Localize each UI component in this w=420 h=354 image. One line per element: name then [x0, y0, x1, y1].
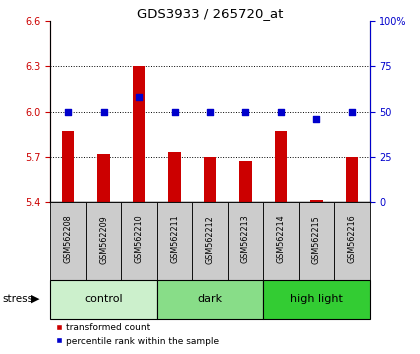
Point — [207, 109, 213, 114]
Bar — [157, 280, 263, 319]
Bar — [228, 202, 263, 280]
Text: ▶: ▶ — [31, 294, 39, 304]
Text: GSM562209: GSM562209 — [99, 215, 108, 263]
Point — [313, 116, 320, 121]
Bar — [86, 202, 121, 280]
Bar — [157, 202, 192, 280]
Bar — [168, 152, 181, 202]
Point — [171, 109, 178, 114]
Text: high light: high light — [290, 294, 343, 304]
Bar — [263, 202, 299, 280]
Text: GSM562208: GSM562208 — [64, 215, 73, 263]
Bar — [263, 280, 370, 319]
Bar — [239, 161, 252, 202]
Bar — [192, 202, 228, 280]
Point — [136, 94, 142, 100]
Bar — [97, 154, 110, 202]
Point — [349, 109, 355, 114]
Bar — [50, 202, 86, 280]
Bar — [334, 202, 370, 280]
Title: GDS3933 / 265720_at: GDS3933 / 265720_at — [137, 7, 283, 20]
Bar — [133, 67, 145, 202]
Text: GSM562211: GSM562211 — [170, 215, 179, 263]
Legend: transformed count, percentile rank within the sample: transformed count, percentile rank withi… — [55, 323, 219, 346]
Point — [278, 109, 284, 114]
Text: dark: dark — [197, 294, 223, 304]
Text: GSM562216: GSM562216 — [347, 215, 356, 263]
Bar — [62, 131, 74, 202]
Text: GSM562212: GSM562212 — [205, 215, 215, 263]
Point — [242, 109, 249, 114]
Text: control: control — [84, 294, 123, 304]
Bar — [121, 202, 157, 280]
Bar — [310, 200, 323, 202]
Point — [65, 109, 71, 114]
Bar — [50, 280, 157, 319]
Point — [100, 109, 107, 114]
Text: GSM562214: GSM562214 — [276, 215, 286, 263]
Text: GSM562215: GSM562215 — [312, 215, 321, 263]
Bar — [275, 131, 287, 202]
Text: GSM562210: GSM562210 — [134, 215, 144, 263]
Text: GSM562213: GSM562213 — [241, 215, 250, 263]
Bar — [299, 202, 334, 280]
Bar — [346, 156, 358, 202]
Text: stress: stress — [2, 294, 33, 304]
Bar — [204, 156, 216, 202]
